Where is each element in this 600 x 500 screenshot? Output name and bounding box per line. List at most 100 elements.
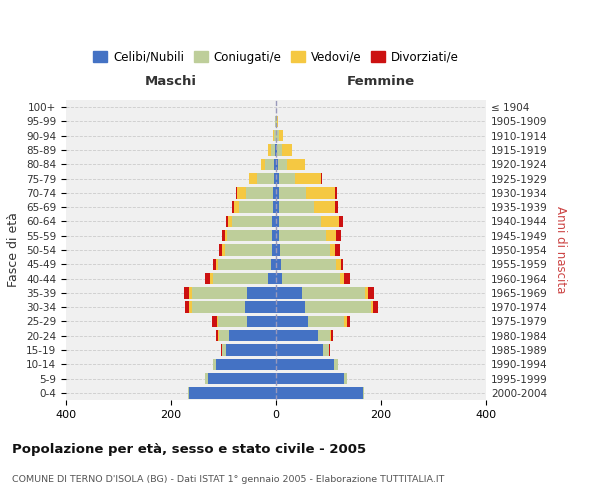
Bar xyxy=(308,316,344,327)
Bar xyxy=(278,230,326,241)
Bar xyxy=(362,387,364,398)
Bar xyxy=(224,230,227,241)
Bar xyxy=(320,173,322,184)
Bar xyxy=(215,330,218,342)
Bar xyxy=(276,373,344,384)
Bar xyxy=(271,144,275,156)
Bar xyxy=(222,344,226,356)
Bar xyxy=(218,330,220,342)
Bar xyxy=(213,358,215,370)
Legend: Celibi/Nubili, Coniugati/e, Vedovi/e, Divorziati/e: Celibi/Nubili, Coniugati/e, Vedovi/e, Di… xyxy=(88,46,464,68)
Bar xyxy=(323,344,329,356)
Bar xyxy=(276,230,278,241)
Bar xyxy=(318,330,329,342)
Bar xyxy=(365,287,368,298)
Bar xyxy=(268,144,271,156)
Bar xyxy=(341,258,343,270)
Bar xyxy=(278,158,287,170)
Bar xyxy=(277,144,283,156)
Bar xyxy=(185,302,190,313)
Bar xyxy=(334,358,338,370)
Bar xyxy=(302,287,365,298)
Bar xyxy=(274,202,276,213)
Bar xyxy=(217,316,218,327)
Y-axis label: Fasce di età: Fasce di età xyxy=(7,212,20,288)
Bar xyxy=(211,273,213,284)
Bar xyxy=(272,216,276,227)
Bar xyxy=(276,158,278,170)
Bar xyxy=(278,173,295,184)
Bar xyxy=(215,358,276,370)
Bar xyxy=(218,258,271,270)
Bar xyxy=(247,287,276,298)
Bar xyxy=(276,144,277,156)
Bar xyxy=(371,302,373,313)
Bar xyxy=(226,216,228,227)
Bar xyxy=(272,230,276,241)
Bar xyxy=(257,173,274,184)
Bar xyxy=(274,158,276,170)
Bar xyxy=(224,244,272,256)
Bar xyxy=(249,173,257,184)
Bar xyxy=(329,330,331,342)
Bar xyxy=(215,258,218,270)
Bar xyxy=(278,202,314,213)
Bar xyxy=(272,244,276,256)
Bar xyxy=(279,130,283,141)
Bar xyxy=(276,330,318,342)
Bar xyxy=(205,373,208,384)
Bar xyxy=(295,173,320,184)
Bar xyxy=(280,244,330,256)
Bar xyxy=(276,273,283,284)
Bar xyxy=(287,158,305,170)
Bar xyxy=(273,130,274,141)
Bar xyxy=(276,344,323,356)
Bar xyxy=(335,202,338,213)
Bar xyxy=(283,144,292,156)
Bar xyxy=(212,316,217,327)
Bar xyxy=(337,230,341,241)
Bar xyxy=(213,258,215,270)
Text: Popolazione per età, sesso e stato civile - 2005: Popolazione per età, sesso e stato civil… xyxy=(12,442,366,456)
Bar xyxy=(276,216,278,227)
Bar xyxy=(276,358,334,370)
Bar xyxy=(277,116,278,127)
Bar xyxy=(218,316,247,327)
Y-axis label: Anni di nascita: Anni di nascita xyxy=(554,206,567,294)
Bar xyxy=(344,273,349,284)
Bar xyxy=(326,230,337,241)
Bar xyxy=(236,187,246,198)
Bar xyxy=(271,258,276,270)
Bar xyxy=(344,373,347,384)
Bar xyxy=(246,187,274,198)
Bar xyxy=(274,173,276,184)
Bar xyxy=(247,316,276,327)
Bar xyxy=(335,187,337,198)
Bar xyxy=(337,258,341,270)
Bar xyxy=(278,216,320,227)
Bar xyxy=(227,230,272,241)
Bar xyxy=(276,287,302,298)
Bar xyxy=(190,387,276,398)
Bar xyxy=(188,387,190,398)
Bar xyxy=(320,216,339,227)
Bar xyxy=(276,244,280,256)
Bar xyxy=(344,316,347,327)
Bar xyxy=(229,330,276,342)
Bar xyxy=(261,158,265,170)
Bar xyxy=(276,387,362,398)
Bar xyxy=(276,202,278,213)
Bar xyxy=(373,302,379,313)
Bar xyxy=(274,130,276,141)
Text: Femmine: Femmine xyxy=(347,75,415,88)
Bar xyxy=(347,316,349,327)
Bar xyxy=(220,330,229,342)
Bar xyxy=(213,273,268,284)
Bar xyxy=(340,273,344,284)
Bar xyxy=(276,187,278,198)
Bar xyxy=(306,187,335,198)
Bar xyxy=(278,187,306,198)
Bar xyxy=(228,216,232,227)
Bar xyxy=(205,273,211,284)
Bar xyxy=(221,344,222,356)
